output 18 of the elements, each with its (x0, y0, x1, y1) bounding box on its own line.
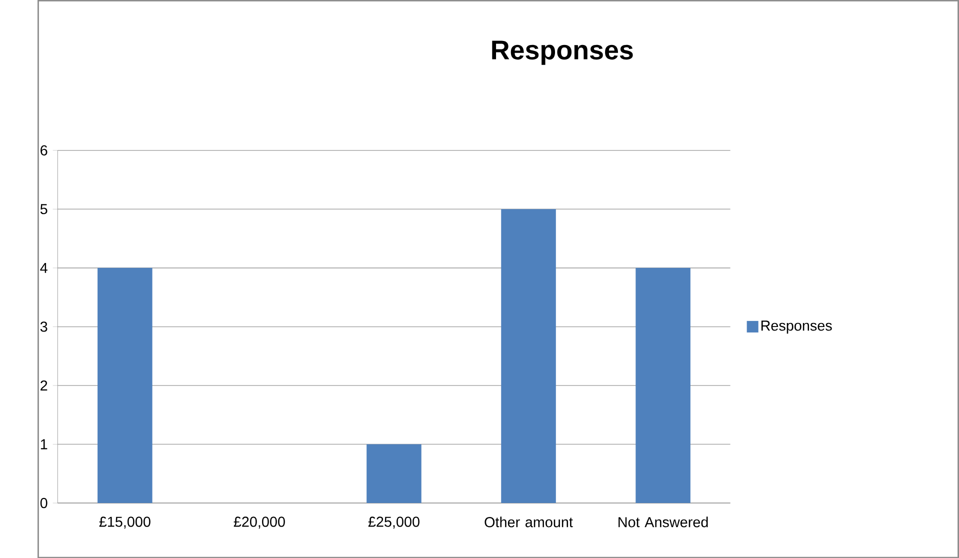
bar (636, 268, 690, 503)
bar (501, 209, 556, 503)
y-tick-label: 6 (40, 145, 48, 156)
chart-title: Responses (492, 40, 633, 65)
bar (366, 444, 422, 503)
legend-label: Responses (761, 320, 832, 334)
y-tick-label: 0 (40, 498, 48, 508)
y-tick-label: 5 (40, 204, 48, 214)
y-tick-label: 2 (40, 380, 48, 390)
y-tick-label: 3 (40, 321, 48, 332)
y-tick-label: 1 (40, 439, 48, 450)
x-tick-label: £15,000 (99, 516, 150, 528)
x-tick-label: £25,000 (368, 516, 420, 528)
bar (98, 268, 152, 503)
y-tick-label: 4 (40, 262, 48, 273)
x-tick-label: Other amount (484, 516, 573, 528)
x-tick-label: Not Answered (618, 516, 708, 528)
x-tick-label: £20,000 (234, 516, 285, 528)
